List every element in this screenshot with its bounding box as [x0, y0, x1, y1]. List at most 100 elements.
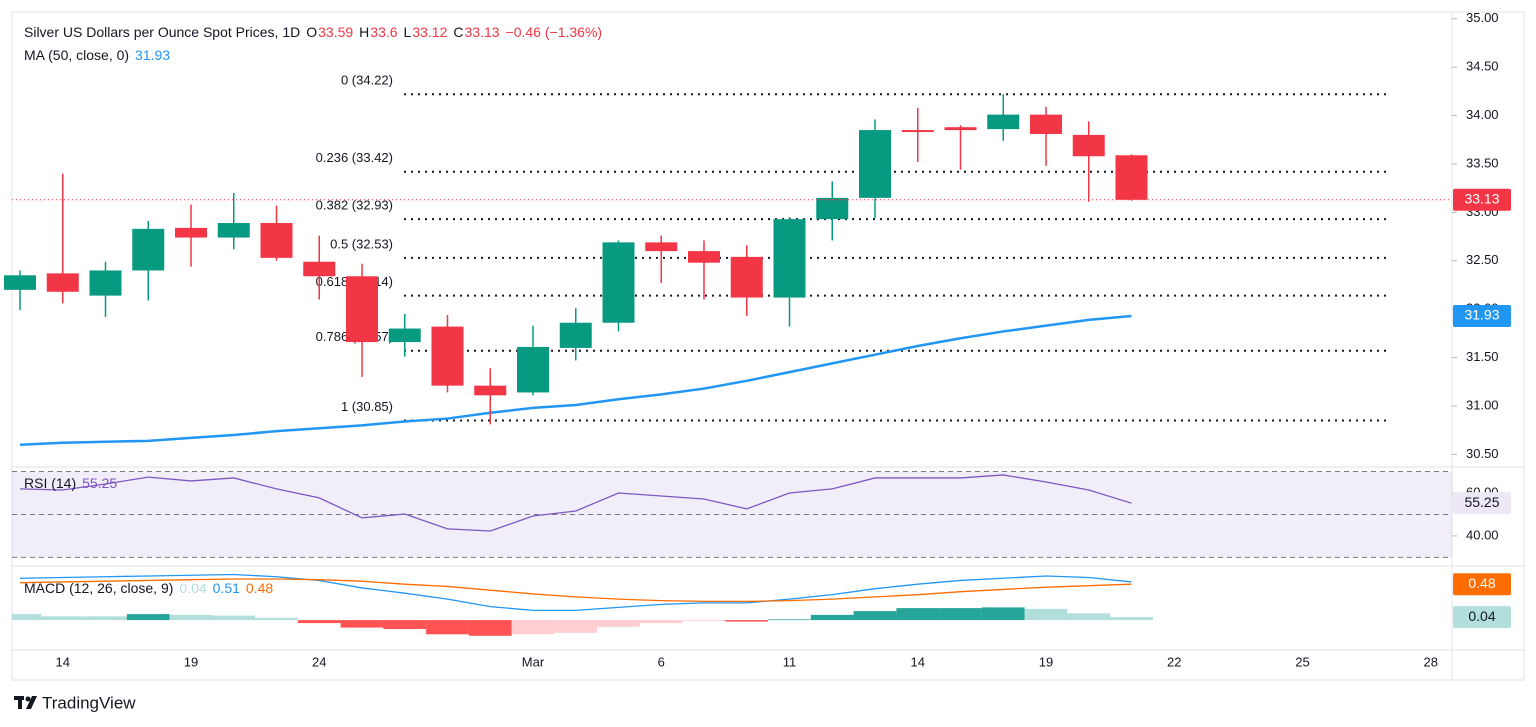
macd-legend: MACD (12, 26, close, 9) 0.04 0.51 0.48	[24, 580, 273, 596]
candle-body	[217, 223, 250, 238]
rsi-tag: 55.25	[1464, 494, 1499, 510]
y-tick-label: 31.50	[1466, 349, 1499, 364]
candle-body	[901, 130, 934, 133]
macd-histogram-bar	[511, 620, 555, 635]
ma-line	[19, 314, 1132, 446]
symbol-title: Silver US Dollars per Ounce Spot Prices,…	[24, 24, 301, 40]
hist-value: 0.04	[179, 580, 207, 596]
macd-histogram-bar	[340, 620, 384, 628]
macd-histogram-bar	[255, 617, 298, 621]
macd-histogram-bar	[853, 611, 897, 621]
brand: TradingView	[42, 693, 136, 712]
fib-label: 0.5 (32.53)	[330, 236, 393, 251]
macd-histogram-bar	[597, 620, 640, 627]
macd-histogram-bar	[554, 620, 598, 633]
y-tick-label: 35.00	[1466, 10, 1499, 25]
rsi-value: 55.25	[82, 475, 118, 491]
ohlc-label: O	[306, 24, 318, 40]
x-tick-label: 24	[312, 654, 326, 669]
fib-label: 0.236 (33.42)	[316, 150, 393, 165]
y-tick-label: 32.50	[1466, 252, 1499, 267]
signal-line	[19, 578, 1132, 603]
close-value: 33.13	[464, 24, 500, 40]
candle-body	[730, 256, 763, 298]
macd-histogram-bar	[810, 614, 854, 621]
x-tick-label: 14	[56, 654, 70, 669]
x-tick-label: 11	[783, 654, 797, 669]
candle-body	[474, 385, 507, 396]
histogram-tag: 0.04	[1468, 608, 1495, 624]
ma-legend: MA (50, close, 0) 31.93	[24, 47, 170, 63]
x-tick-label: Mar	[522, 654, 545, 669]
macd-histogram-bar	[84, 616, 127, 621]
ohlc-label: C	[453, 24, 464, 40]
ohlc-label: L	[403, 24, 412, 40]
candle-body	[431, 326, 464, 386]
fib-label: 0.382 (32.93)	[316, 198, 393, 213]
candle-body	[388, 328, 421, 343]
rsi-name: RSI (14)	[24, 475, 77, 491]
candle-body	[175, 227, 207, 238]
fib-label: 1 (30.85)	[341, 399, 393, 414]
ohlc-label: H	[359, 24, 370, 40]
high-value: 33.6	[370, 24, 398, 40]
candle-body	[89, 270, 122, 296]
macd-histogram-bar	[383, 620, 427, 630]
candle-body	[773, 219, 806, 298]
macd-histogram-bar	[297, 620, 341, 624]
macd-histogram-bar	[768, 619, 811, 621]
macd-histogram-bar	[1024, 608, 1068, 621]
macd-histogram-bar	[981, 607, 1025, 621]
macd-histogram-bar	[126, 614, 170, 621]
ma-value: 31.93	[135, 47, 171, 63]
candle-body	[4, 275, 36, 290]
ma-tag: 31.93	[1464, 307, 1499, 323]
candle-body	[303, 261, 336, 277]
last-price-tag-box	[1453, 188, 1511, 211]
ma-tag-box	[1453, 304, 1511, 327]
open-value: 33.59	[318, 24, 354, 40]
macd-histogram-bar	[896, 608, 940, 621]
rsi-legend: RSI (14) 55.25	[24, 475, 117, 491]
candle-body	[602, 242, 635, 323]
macd-histogram-bar	[12, 614, 42, 621]
y-tick-label: 40.00	[1466, 527, 1499, 542]
candle-body	[260, 223, 293, 258]
macd-line	[19, 573, 1132, 612]
y-tick-label: 34.00	[1466, 107, 1499, 122]
histogram-tag-box	[1453, 606, 1511, 629]
x-tick-label: 28	[1424, 654, 1438, 669]
macd-histogram-bar	[639, 620, 683, 624]
macd-histogram-bar	[169, 614, 213, 621]
x-tick-label: 22	[1167, 654, 1181, 669]
signal-tag: 0.48	[1468, 575, 1495, 591]
tradingview-logo	[14, 696, 37, 709]
signal-tag-box	[1453, 573, 1511, 596]
rsi-line	[19, 474, 1132, 532]
candle-body	[559, 322, 592, 348]
candle-body	[987, 114, 1020, 130]
macd-histogram-bar	[468, 620, 512, 636]
macd-histogram-bar	[41, 616, 85, 621]
macd-histogram-bar	[1110, 617, 1153, 621]
candle-body	[859, 130, 891, 198]
change: −0.46 (−1.36%)	[505, 24, 603, 40]
macd-histogram-bar	[725, 620, 769, 622]
candle-body	[944, 127, 977, 131]
y-tick-label: 34.50	[1466, 59, 1499, 74]
candle-body	[132, 228, 165, 271]
x-tick-label: 25	[1295, 654, 1309, 669]
macd-histogram-bar	[212, 615, 256, 621]
main-legend: Silver US Dollars per Ounce Spot Prices,…	[24, 24, 602, 40]
macd-histogram-bar	[939, 608, 982, 621]
frame	[11, 11, 1525, 681]
y-tick-label: 30.50	[1466, 446, 1499, 461]
macd-name: MACD (12, 26, close, 9)	[24, 580, 174, 596]
fib-label: 0 (34.22)	[341, 73, 393, 88]
candle-body	[645, 242, 678, 252]
macd-histogram-bar	[426, 620, 469, 635]
x-tick-label: 19	[1039, 654, 1053, 669]
x-tick-label: 14	[911, 654, 925, 669]
candle-body	[688, 251, 720, 263]
